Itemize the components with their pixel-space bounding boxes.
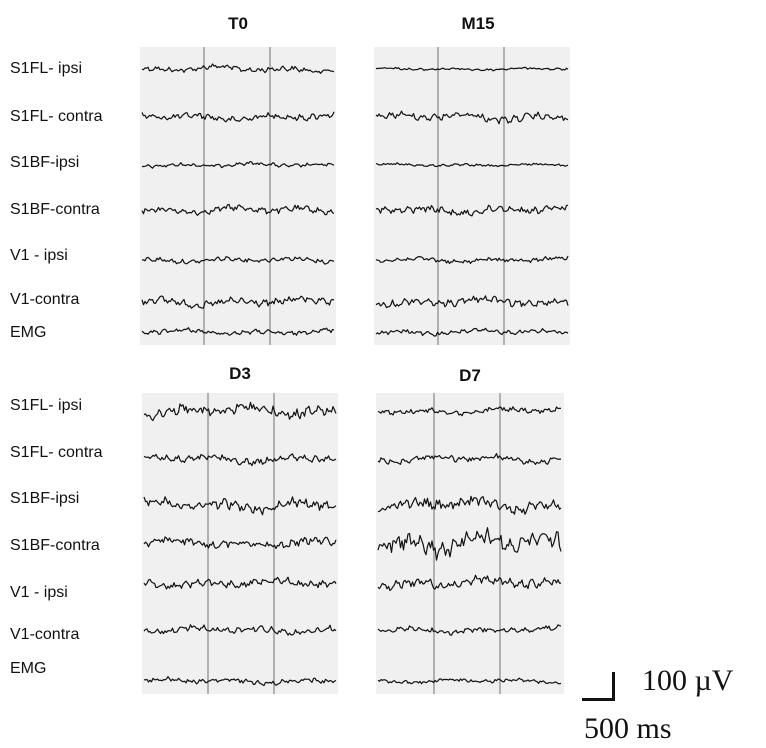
- trace-v1-contra: [377, 624, 562, 636]
- eeg-traces-svg: [377, 393, 562, 694]
- row-label-emg: EMG: [10, 660, 47, 677]
- eeg-traces-svg: [375, 47, 569, 345]
- trace-s1bf-contra: [143, 536, 337, 550]
- eeg-panel-m15: [374, 47, 570, 345]
- row-label-s1fl-ipsi: S1FL- ipsi: [10, 397, 83, 414]
- trace-v1-ipsi: [375, 255, 569, 265]
- row-label-v1-ipsi: V1 - ipsi: [10, 584, 68, 601]
- scale-voltage-label: 100 µV: [642, 664, 734, 697]
- trace-v1-ipsi: [377, 574, 561, 592]
- trace-s1bf-contra: [375, 204, 568, 217]
- trace-s1fl-contra: [141, 111, 335, 123]
- eeg-panel-d3: [142, 393, 338, 694]
- scale-time-label: 500 ms: [584, 712, 672, 745]
- trace-v1-ipsi: [143, 576, 337, 590]
- panel-title-d3: D3: [229, 364, 251, 383]
- trace-s1bf-contra: [377, 527, 562, 561]
- trace-emg: [375, 327, 569, 337]
- trace-s1fl-ipsi: [141, 63, 335, 74]
- trace-emg: [141, 327, 335, 336]
- row-label-emg: EMG: [10, 324, 47, 341]
- row-label-s1fl-contra: S1FL- contra: [10, 108, 103, 125]
- trace-s1fl-ipsi: [375, 66, 569, 72]
- trace-emg: [377, 677, 562, 685]
- panel-title-d7: D7: [459, 366, 481, 385]
- eeg-traces-svg: [143, 393, 337, 694]
- panel-title-m15: M15: [461, 14, 495, 33]
- row-label-s1bf-contra: S1BF-contra: [10, 201, 100, 218]
- trace-v1-contra: [141, 295, 335, 309]
- eeg-panel-t0: [140, 47, 336, 345]
- trace-s1fl-contra: [377, 453, 562, 465]
- panel-title-t0: T0: [228, 14, 248, 33]
- trace-s1bf-ipsi: [142, 161, 335, 169]
- eeg-panel-d7: [376, 393, 564, 694]
- row-label-s1fl-contra: S1FL- contra: [10, 444, 103, 461]
- row-label-v1-contra: V1-contra: [10, 291, 80, 308]
- trace-s1fl-ipsi: [377, 406, 562, 417]
- row-label-s1fl-ipsi: S1FL- ipsi: [10, 60, 83, 77]
- row-label-s1bf-ipsi: S1BF-ipsi: [10, 154, 80, 171]
- trace-v1-contra: [143, 624, 337, 636]
- row-label-v1-contra: V1-contra: [10, 626, 80, 643]
- trace-s1fl-contra: [143, 453, 337, 467]
- trace-s1fl-ipsi: [143, 401, 337, 422]
- trace-v1-contra: [375, 295, 569, 309]
- trace-s1bf-ipsi: [377, 495, 562, 515]
- trace-s1bf-ipsi: [375, 162, 569, 168]
- trace-s1fl-contra: [375, 110, 569, 125]
- row-label-s1bf-contra: S1BF-contra: [10, 537, 100, 554]
- row-label-s1bf-ipsi: S1BF-ipsi: [10, 490, 80, 507]
- eeg-traces-svg: [141, 47, 335, 345]
- trace-emg: [143, 676, 337, 687]
- row-label-v1-ipsi: V1 - ipsi: [10, 247, 68, 264]
- scale-bar: [582, 672, 615, 701]
- trace-s1bf-contra: [141, 203, 335, 216]
- trace-v1-ipsi: [141, 256, 335, 265]
- trace-s1bf-ipsi: [143, 496, 337, 516]
